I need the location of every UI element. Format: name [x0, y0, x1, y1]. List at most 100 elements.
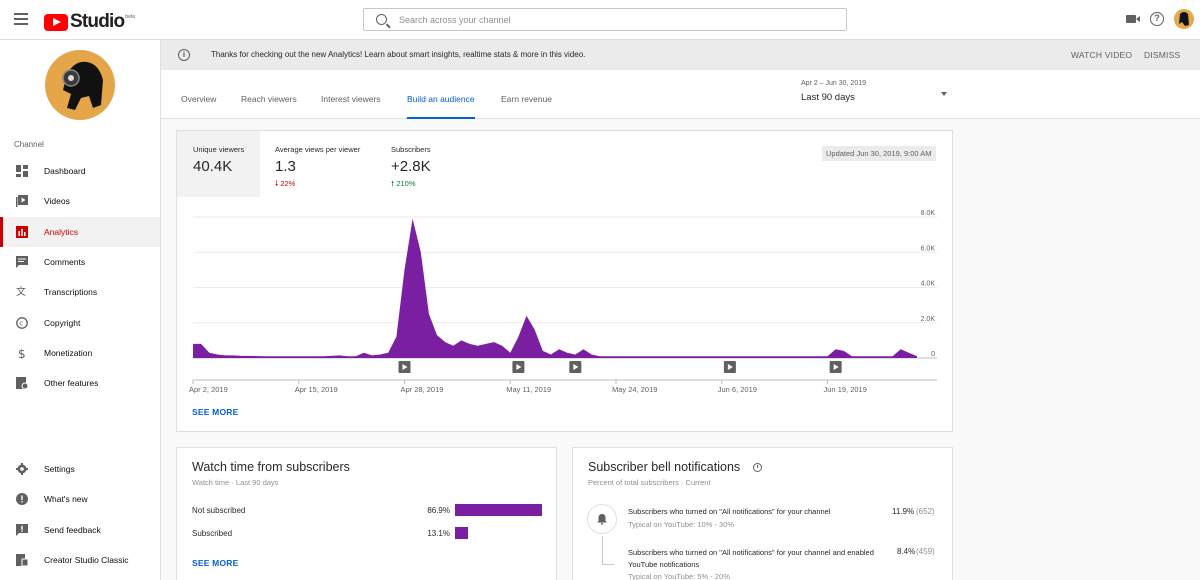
tab-overview[interactable]: Overview — [181, 94, 217, 104]
metric-label: Subscribers — [391, 145, 431, 154]
search-box[interactable] — [363, 8, 847, 31]
sidebar-item-analytics[interactable]: Analytics — [0, 216, 160, 247]
play-icon — [402, 364, 408, 370]
y-tick-label: 0 — [931, 351, 935, 358]
tab-interest-viewers[interactable]: Interest viewers — [321, 94, 381, 104]
x-tick-label: May 24, 2019 — [612, 385, 657, 394]
row-label: Subscribed — [192, 529, 233, 538]
x-tick-label: Apr 28, 2019 — [401, 385, 444, 394]
monetization-icon: $ — [16, 347, 28, 359]
sidebar-item-label: Send feedback — [44, 524, 101, 535]
svg-text:文: 文 — [16, 286, 26, 298]
metric-delta-value: 22% — [280, 179, 296, 188]
bell-row-count: (459) — [916, 547, 935, 556]
clock-icon[interactable] — [753, 463, 762, 472]
videos-icon — [16, 195, 28, 208]
see-more-button[interactable]: SEE MORE — [192, 407, 239, 417]
date-range-period: Apr 2 – Jun 30, 2019 — [801, 80, 866, 87]
announcement-banner: i Thanks for checking out the new Analyt… — [161, 40, 1200, 70]
sidebar-item-copyright[interactable]: c Copyright — [0, 308, 160, 338]
metric-delta-value: 210% — [396, 179, 416, 188]
gear-icon — [16, 463, 28, 475]
feedback-icon — [16, 523, 28, 536]
bar-subscribed — [455, 527, 468, 539]
card-title: Watch time from subscribers — [192, 460, 350, 474]
row-percent: 86.9% — [427, 506, 450, 515]
svg-text:$: $ — [18, 347, 26, 359]
comments-icon — [16, 255, 28, 268]
sidebar-item-creator-studio-classic[interactable]: Creator Studio Classic — [0, 545, 160, 575]
info-icon: i — [178, 49, 190, 61]
sidebar-item-settings[interactable]: Settings — [0, 454, 160, 484]
create-video-icon[interactable] — [1126, 15, 1140, 23]
main-content: Overview Reach viewers Interest viewers … — [161, 70, 1200, 580]
audience-chart-card: Unique viewers 40.4K Average views per v… — [176, 130, 953, 432]
date-range-label: Last 90 days — [801, 92, 855, 103]
metric-average-views[interactable]: Average views per viewer 1.3 🠗 22% — [259, 131, 377, 197]
menu-icon[interactable] — [14, 13, 28, 25]
row-label: Not subscribed — [192, 506, 246, 515]
sidebar-item-transcriptions[interactable]: 文 Transcriptions — [0, 277, 160, 307]
series-area — [193, 218, 917, 358]
banner-text: Thanks for checking out the new Analytic… — [211, 50, 586, 59]
bell-row-pct: 8.4% — [897, 547, 916, 556]
channel-avatar[interactable] — [45, 50, 115, 120]
other-features-icon — [16, 377, 28, 390]
sidebar-item-what-s-new[interactable]: What's new — [0, 484, 160, 514]
play-icon — [573, 364, 579, 370]
audience-area-chart: 8.0K 6.0K 4.0K 2.0K 0 Apr 2, 2019 Apr 15, 2019… — [189, 210, 937, 394]
search-input[interactable] — [399, 14, 819, 25]
sidebar-item-label: What's new — [44, 494, 88, 505]
bell-notifications-card: Subscriber bell notifications Percent of… — [572, 447, 953, 580]
date-range-selector[interactable]: Apr 2 – Jun 30, 2019 Last 90 days — [801, 80, 947, 110]
y-tick-label: 4.0K — [921, 281, 936, 288]
analytics-tabs: Overview Reach viewers Interest viewers … — [161, 70, 1200, 119]
arrow-down-icon: 🠗 — [275, 179, 279, 188]
search-icon — [376, 14, 387, 25]
play-icon — [727, 364, 733, 370]
sidebar-item-comments[interactable]: Comments — [0, 247, 160, 277]
bell-row-pct: 11.9% — [892, 507, 915, 516]
sidebar-item-label: Monetization — [44, 347, 93, 358]
watch-time-card: Watch time from subscribers Watch time ·… — [176, 447, 557, 580]
svg-text:c: c — [19, 319, 23, 327]
sidebar-item-label: Videos — [44, 196, 70, 207]
logo-text: Studio — [70, 11, 125, 32]
tab-reach-viewers[interactable]: Reach viewers — [241, 94, 297, 104]
metric-value: 40.4K — [193, 158, 233, 175]
x-tick-label: Jun 6, 2019 — [718, 385, 757, 394]
metric-unique-viewers[interactable]: Unique viewers 40.4K — [177, 131, 260, 197]
sidebar-item-monetization[interactable]: $ Monetization — [0, 338, 160, 368]
dashboard-icon — [16, 165, 28, 177]
sidebar-item-label: Analytics — [44, 226, 79, 237]
card-subtitle: Percent of total subscribers · Current — [588, 478, 711, 487]
sidebar: Channel Dashboard Videos Analytics Comments… — [0, 40, 161, 580]
metric-value: 1.3 — [275, 158, 296, 175]
y-tick-label: 8.0K — [921, 210, 936, 217]
arrow-up-icon: 🠕 — [391, 179, 395, 188]
top-header: Studio beta ? — [0, 0, 1200, 40]
sidebar-item-videos[interactable]: Videos — [0, 186, 160, 216]
tab-build-an-audience[interactable]: Build an audience — [407, 94, 475, 119]
see-more-button[interactable]: SEE MORE — [192, 558, 239, 568]
studio-logo[interactable]: Studio beta — [44, 11, 135, 33]
analytics-icon — [16, 225, 28, 238]
watch-video-button[interactable]: WATCH VIDEO — [1071, 50, 1133, 60]
dropdown-caret-icon — [941, 92, 947, 96]
help-icon[interactable]: ? — [1150, 12, 1164, 26]
metric-subscribers[interactable]: Subscribers +2.8K 🠕 210% — [375, 131, 475, 197]
sidebar-section-label: Channel — [14, 140, 44, 149]
sidebar-item-other-features[interactable]: Other features — [0, 368, 160, 398]
play-icon — [833, 364, 839, 370]
metric-label: Average views per viewer — [275, 145, 361, 154]
y-tick-label: 2.0K — [921, 316, 936, 323]
bell-row-typical: Typical on YouTube: 10% - 30% — [628, 520, 735, 529]
tab-earn-revenue[interactable]: Earn revenue — [501, 94, 553, 104]
dismiss-button[interactable]: DISMISS — [1144, 50, 1181, 60]
metric-label: Unique viewers — [193, 145, 245, 154]
updated-timestamp: Updated Jun 30, 2019, 9:00 AM — [822, 146, 936, 161]
y-tick-label: 6.0K — [921, 245, 936, 252]
sidebar-item-dashboard[interactable]: Dashboard — [0, 156, 160, 186]
account-avatar[interactable] — [1174, 9, 1194, 29]
sidebar-item-send-feedback[interactable]: Send feedback — [0, 515, 160, 545]
